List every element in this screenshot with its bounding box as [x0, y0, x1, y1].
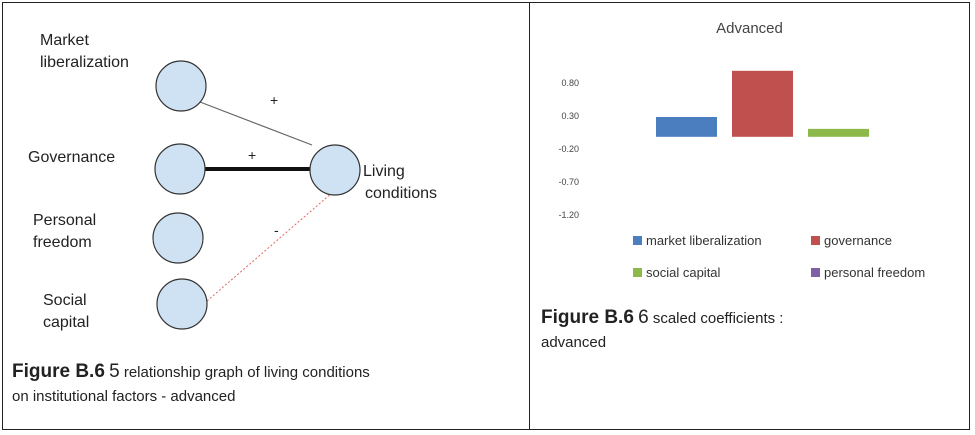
- relationship-graph-panel: Market liberalization Governance Persona…: [4, 4, 528, 428]
- sign-governance: +: [248, 147, 257, 163]
- legend-item: social capital: [633, 265, 720, 280]
- figure-caption-left: Figure B.6 5 relationship graph of livin…: [12, 360, 522, 409]
- legend-item: market liberalization: [633, 233, 762, 248]
- relationship-graph: [152, 60, 361, 330]
- label-personal-line2: freedom: [33, 234, 92, 251]
- label-social: Social capital: [43, 290, 89, 334]
- column-divider: [529, 2, 530, 430]
- node-social-capital: [156, 278, 208, 330]
- y-tick-label: 0.80: [561, 78, 579, 88]
- figure-number: 5: [109, 361, 120, 382]
- sign-social: -: [274, 222, 279, 238]
- legend-swatch: [633, 236, 642, 245]
- label-market-line2: liberalization: [40, 54, 129, 71]
- label-governance-line1: Governance: [28, 149, 116, 166]
- label-living-line2: conditions: [365, 185, 438, 202]
- figure-caption-right: Figure B.6 6 scaled coefficients : advan…: [541, 306, 961, 355]
- bar-market-liberalization: [656, 117, 717, 137]
- label-social-line2: capital: [43, 314, 90, 331]
- caption-right-line1: Figure B.6 6 scaled coefficients :: [541, 306, 961, 331]
- table-frame: [2, 2, 970, 430]
- legend-swatch: [633, 268, 642, 277]
- legend-label: social capital: [646, 265, 721, 280]
- figure-label: Figure B.6: [541, 307, 634, 328]
- label-personal: Personal freedom: [33, 210, 96, 254]
- label-living: Living conditions: [363, 161, 437, 205]
- caption-left-line2: on institutional factors - advanced: [12, 388, 236, 405]
- bar-governance: [732, 70, 793, 137]
- node-market-liberalization: [155, 60, 207, 112]
- edge-market-living: [199, 101, 313, 146]
- coefficients-chart-panel: Advanced 0.80 0.30 -0.20 -0.70 -1.20 market …: [531, 4, 968, 428]
- legend-swatch: [811, 236, 820, 245]
- label-living-line1: Living: [363, 163, 405, 180]
- legend-swatch: [811, 268, 820, 277]
- node-living-conditions: [309, 144, 361, 196]
- y-tick-label: -0.70: [558, 177, 579, 187]
- label-market-line1: Market: [40, 32, 89, 49]
- legend-item: personal freedom: [811, 265, 925, 280]
- node-governance: [154, 143, 206, 195]
- caption-left-line1: Figure B.6 5 relationship graph of livin…: [12, 360, 522, 385]
- caption-text: scaled coefficients :: [652, 310, 784, 327]
- bar-social-capital: [808, 128, 869, 137]
- bar-chart: [656, 70, 869, 137]
- y-tick-label: 0.30: [561, 111, 579, 121]
- y-tick-label: -1.20: [558, 210, 579, 220]
- label-market: Market liberalization: [40, 30, 129, 74]
- y-tick-label: -0.20: [558, 144, 579, 154]
- edge-social-living: [206, 191, 334, 302]
- legend-label: market liberalization: [646, 233, 762, 248]
- sign-market: +: [270, 92, 279, 108]
- label-governance: Governance: [28, 147, 115, 169]
- node-personal-freedom: [152, 212, 204, 264]
- legend-item: governance: [811, 233, 892, 248]
- legend-label: governance: [824, 233, 892, 248]
- figure-number: 6: [638, 307, 649, 328]
- label-personal-line1: Personal: [33, 212, 97, 229]
- chart-title: Advanced: [716, 20, 783, 37]
- caption-right-line2: advanced: [541, 334, 607, 351]
- figure-label: Figure B.6: [12, 361, 105, 382]
- caption-text: relationship graph of living conditions: [123, 364, 370, 381]
- label-social-line1: Social: [43, 292, 87, 309]
- legend-label: personal freedom: [824, 265, 926, 280]
